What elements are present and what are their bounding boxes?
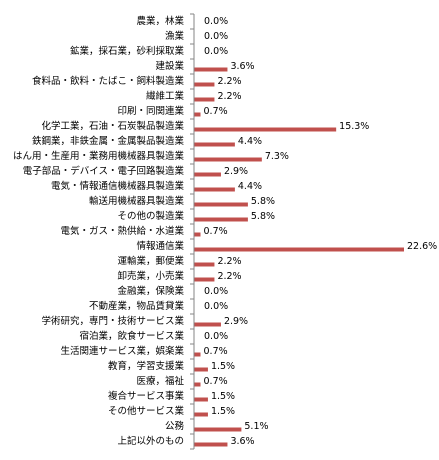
category-label: 運輸業，郵便業 xyxy=(117,255,184,267)
category-label: 宿泊業，飲食サービス業 xyxy=(79,330,184,342)
data-label: 22.6% xyxy=(407,241,437,252)
data-label: 2.2% xyxy=(217,76,241,87)
category-label: 教育，学習支援業 xyxy=(108,360,185,372)
category-label: 食料品・飲料・たばこ・飼料製造業 xyxy=(32,75,185,87)
data-label: 0.0% xyxy=(204,286,228,297)
bar xyxy=(194,202,248,207)
category-label: その他サービス業 xyxy=(108,405,185,417)
data-label: 1.5% xyxy=(211,406,235,417)
data-label: 5.1% xyxy=(244,421,268,432)
bar xyxy=(194,217,248,222)
bar xyxy=(194,247,404,252)
bar xyxy=(194,67,228,72)
data-label: 1.5% xyxy=(211,391,235,402)
bar xyxy=(194,277,215,282)
category-label: 公務 xyxy=(165,420,185,432)
category-label: 農業，林業 xyxy=(136,15,184,27)
category-label: 電子部品・デバイス・電子回路製造業 xyxy=(23,165,185,177)
data-label: 15.3% xyxy=(339,121,369,132)
bar xyxy=(194,172,221,177)
category-label: その他の製造業 xyxy=(117,210,184,222)
bar xyxy=(194,82,215,87)
bar xyxy=(194,142,235,147)
bar xyxy=(194,232,201,237)
data-label: 4.4% xyxy=(238,181,262,192)
data-label: 7.3% xyxy=(265,151,289,162)
category-label: 卸売業，小売業 xyxy=(117,270,184,282)
category-label: はん用・生産用・業務用機械器具製造業 xyxy=(13,150,185,162)
data-label: 0.7% xyxy=(204,346,228,357)
category-labels: 農業，林業漁業鉱業，採石業，砂利採取業建設業食料品・飲料・たばこ・飼料製造業繊維… xyxy=(13,15,185,447)
data-label: 0.0% xyxy=(204,301,228,312)
category-label: 輸送用機械器具製造業 xyxy=(89,195,185,207)
category-label: 化学工業，石油・石炭製品製造業 xyxy=(41,120,184,132)
data-label: 1.5% xyxy=(211,361,235,372)
category-label: 不動産業，物品賃貸業 xyxy=(89,300,185,312)
bar xyxy=(194,112,201,117)
bar xyxy=(194,352,201,357)
category-label: 学術研究，専門・技術サービス業 xyxy=(41,315,184,327)
data-label: 2.2% xyxy=(217,256,241,267)
data-label: 3.6% xyxy=(230,61,254,72)
bar xyxy=(194,427,242,432)
data-label: 5.8% xyxy=(251,211,275,222)
bar xyxy=(194,127,337,132)
category-label: 鉱業，採石業，砂利採取業 xyxy=(70,45,185,57)
data-label: 2.9% xyxy=(224,316,248,327)
bar xyxy=(194,157,262,162)
data-label: 5.8% xyxy=(251,196,275,207)
category-label: 鉄鋼業，非鉄金属・金属製品製造業 xyxy=(32,135,185,147)
data-label: 2.2% xyxy=(217,91,241,102)
category-label: 情報通信業 xyxy=(136,240,184,252)
y-axis xyxy=(190,13,195,450)
category-label: 印刷・同関連業 xyxy=(117,105,184,117)
data-label: 0.0% xyxy=(204,16,228,27)
bar xyxy=(194,97,215,102)
bar xyxy=(194,187,235,192)
category-label: 医療，福祉 xyxy=(136,375,184,387)
data-label: 2.9% xyxy=(224,166,248,177)
category-label: 繊維工業 xyxy=(146,90,185,102)
data-label: 0.7% xyxy=(204,376,228,387)
bar xyxy=(194,262,215,267)
bar xyxy=(194,397,208,402)
category-label: 漁業 xyxy=(165,30,185,42)
data-label: 2.2% xyxy=(217,271,241,282)
data-label: 3.6% xyxy=(230,436,254,447)
value-labels: 0.0%0.0%0.0%3.6%2.2%2.2%0.7%15.3%4.4%7.3… xyxy=(204,16,438,447)
bars xyxy=(194,67,404,447)
category-label: 複合サービス事業 xyxy=(108,390,185,402)
category-label: 金融業，保険業 xyxy=(117,285,184,297)
category-label: 電気・情報通信機械器具製造業 xyxy=(51,180,185,192)
bar xyxy=(194,412,208,417)
data-label: 0.0% xyxy=(204,46,228,57)
bar xyxy=(194,367,208,372)
data-label: 0.0% xyxy=(204,31,228,42)
data-label: 0.7% xyxy=(204,226,228,237)
bar xyxy=(194,322,221,327)
category-label: 電気・ガス・熱供給・水道業 xyxy=(60,225,184,237)
category-label: 上記以外のもの xyxy=(117,435,184,447)
data-label: 4.4% xyxy=(238,136,262,147)
data-label: 0.7% xyxy=(204,106,228,117)
data-label: 0.0% xyxy=(204,331,228,342)
bar xyxy=(194,442,228,447)
bar xyxy=(194,382,201,387)
category-label: 生活関連サービス業，娯楽業 xyxy=(60,345,184,357)
category-label: 建設業 xyxy=(155,60,184,72)
